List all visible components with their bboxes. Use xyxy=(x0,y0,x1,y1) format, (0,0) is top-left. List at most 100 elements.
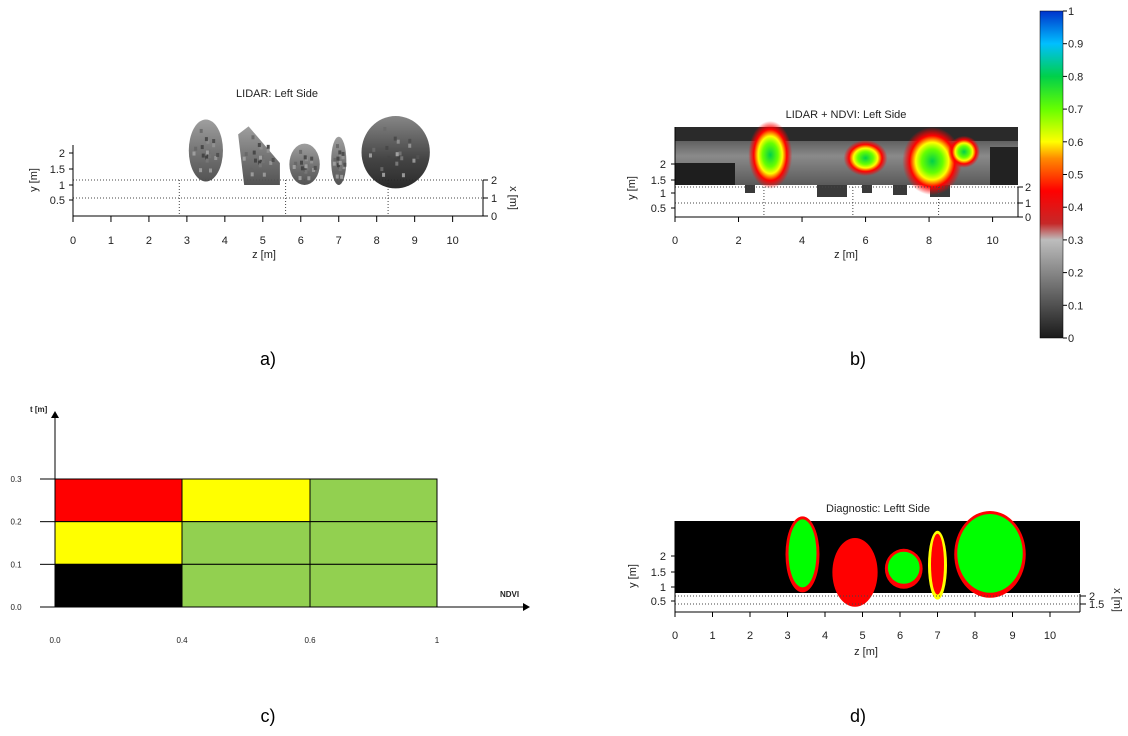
y-tick-label: 0.2 xyxy=(10,518,22,527)
tree-point xyxy=(249,167,253,172)
panel-a-grid xyxy=(72,179,484,217)
x-tick-label: 0.0 xyxy=(49,636,61,645)
rule-cell xyxy=(309,478,438,523)
y-axis-arrow xyxy=(51,411,59,418)
tree-point xyxy=(408,138,412,143)
colorbar-tick-label: 0.1 xyxy=(1068,300,1083,312)
x-tick-label: 4 xyxy=(822,630,828,642)
x-tick-label: 5 xyxy=(859,630,865,642)
tree-point xyxy=(194,146,198,151)
x-tick-label: 3 xyxy=(784,630,790,642)
tree-point xyxy=(271,157,275,162)
depth-tick-label: 1 xyxy=(491,193,497,205)
tree-point xyxy=(339,163,343,168)
tree-point-cloud xyxy=(289,143,320,185)
tree-point-cloud xyxy=(361,116,430,189)
depth-tick-label: 2 xyxy=(1025,182,1031,194)
x-tick-label: 1 xyxy=(435,636,440,645)
depth-tick-label: 1 xyxy=(1025,198,1031,210)
tree-point xyxy=(261,158,265,163)
tree-point xyxy=(335,170,339,175)
x-tick-label: 4 xyxy=(222,235,228,247)
ndvi-hotspot xyxy=(948,135,981,168)
tree-point xyxy=(306,166,310,171)
rule-cell xyxy=(309,563,438,608)
trunk-stub xyxy=(862,185,872,193)
tree-point xyxy=(307,176,311,181)
panel-d-depth-label: x [m] xyxy=(1111,588,1123,612)
rule-cell xyxy=(54,563,183,608)
tree-point xyxy=(208,153,212,158)
tree-point xyxy=(385,145,389,150)
tree-point xyxy=(299,160,303,165)
depth-tick-label: 2 xyxy=(1089,591,1095,603)
x-tick-label: 4 xyxy=(799,235,805,247)
colorbar-tick-label: 0.6 xyxy=(1068,137,1083,149)
tree-point xyxy=(300,166,304,171)
tree-point xyxy=(395,161,399,166)
tree-point xyxy=(251,135,255,140)
tree-point xyxy=(208,168,212,173)
tree-point xyxy=(299,149,303,154)
x-tick-label: 1 xyxy=(108,235,114,247)
tree-point xyxy=(368,153,372,158)
tree-point xyxy=(395,152,399,157)
tree-point xyxy=(383,127,387,132)
tree-point xyxy=(412,158,416,163)
colorbar-tick-label: 0.7 xyxy=(1068,104,1083,116)
x-tick-label: 0 xyxy=(672,630,678,642)
x-axis-arrow xyxy=(523,603,530,611)
trunk-stub xyxy=(817,185,847,197)
tree-point xyxy=(397,154,401,159)
x-tick-label: 2 xyxy=(146,235,152,247)
tree-point xyxy=(335,144,339,149)
tree-point xyxy=(258,160,262,165)
x-tick-label: 10 xyxy=(1044,630,1056,642)
tree-point xyxy=(205,158,209,163)
tree-point-cloud xyxy=(238,126,280,185)
tree-point xyxy=(212,143,216,148)
y-tick-label: 0.0 xyxy=(10,603,22,612)
depth-tick-label: 0 xyxy=(491,211,497,223)
tree-point xyxy=(297,172,301,177)
tree-point xyxy=(266,148,270,153)
tree-point xyxy=(387,155,391,160)
y-tick-label: 0.3 xyxy=(10,475,22,484)
x-tick-label: 2 xyxy=(735,235,741,247)
tree-point xyxy=(304,169,308,174)
blob-fill xyxy=(957,514,1023,593)
tree-point xyxy=(336,156,340,161)
y-tick-label: 0.1 xyxy=(10,560,22,569)
x-tick-label: 10 xyxy=(986,235,998,247)
panel-c-ylabel: t [m] xyxy=(30,405,48,414)
tree-point xyxy=(250,172,254,177)
x-tick-label: 9 xyxy=(1009,630,1015,642)
x-tick-label: 10 xyxy=(447,235,459,247)
tree-point xyxy=(259,145,263,150)
panel-a-lidar: LIDAR: Left Side 0 1 2 3 4 5 6 7 8 9 10 0.5 1 1.5 2 0 1 2… xyxy=(28,88,519,369)
colorbar-tick-label: 0.9 xyxy=(1068,39,1083,51)
tree-point xyxy=(198,163,202,168)
y-tick-label: 1.5 xyxy=(651,175,666,187)
tree-point xyxy=(199,168,203,173)
diagnostic-blob xyxy=(884,548,923,589)
tree-point-cloud xyxy=(188,119,223,182)
tree-point xyxy=(292,164,296,169)
ndvi-hotspot xyxy=(902,127,963,196)
tree-point xyxy=(294,161,298,166)
depth-tick-label: 1.5 xyxy=(1089,599,1104,611)
tree-point xyxy=(252,150,256,155)
tree-point xyxy=(333,157,337,162)
colorbar-tick-label: 0.5 xyxy=(1068,170,1083,182)
tree-point xyxy=(257,143,261,148)
x-tick-label: 0 xyxy=(70,235,76,247)
panel-d-caption: d) xyxy=(850,706,866,726)
colorbar-tick-label: 0.8 xyxy=(1068,71,1083,83)
tree-point xyxy=(266,144,270,149)
tree-point xyxy=(192,151,196,156)
ndvi-hotspot xyxy=(748,120,793,189)
rule-cell xyxy=(181,563,311,608)
colorbar-tick-label: 0.3 xyxy=(1068,235,1083,247)
